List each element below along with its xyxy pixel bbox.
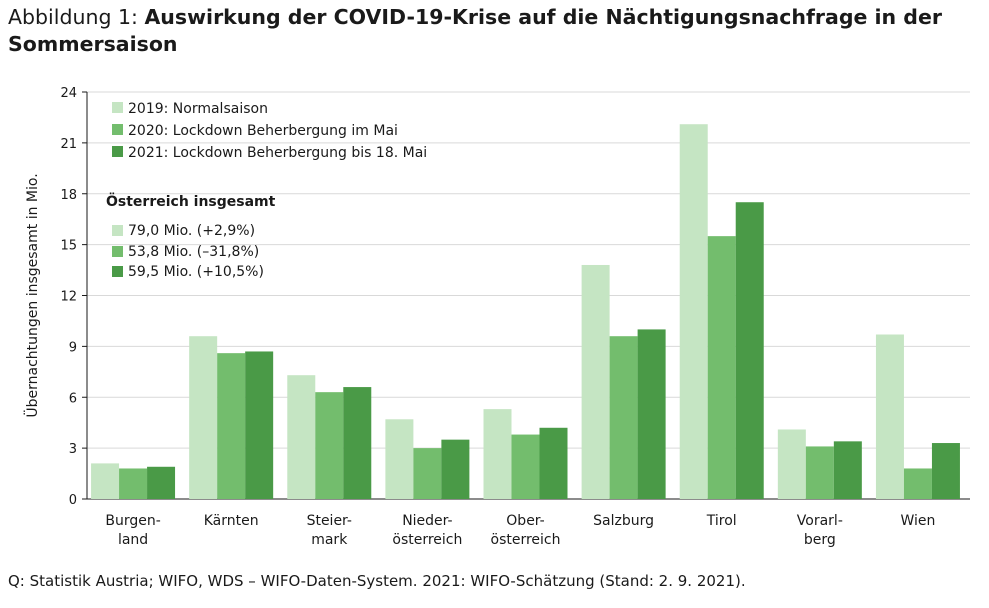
- x-tick-label: mark: [311, 532, 348, 548]
- y-tick-label: 21: [60, 137, 77, 152]
- bar-2: [707, 236, 736, 500]
- bar-1: [189, 336, 218, 499]
- bar-2: [217, 353, 246, 499]
- bar-3: [441, 439, 470, 499]
- bar-3: [147, 466, 176, 499]
- totals-heading: Österreich insgesamt: [106, 192, 276, 210]
- x-tick-label: berg: [804, 532, 836, 548]
- bar-3: [735, 202, 764, 499]
- bar-3: [539, 427, 568, 499]
- y-tick-label: 24: [60, 86, 77, 101]
- x-tick-label: österreich: [392, 532, 462, 548]
- bar-2: [609, 336, 638, 499]
- y-tick-label: 3: [69, 442, 77, 457]
- bar-2: [315, 392, 344, 499]
- bar-3: [245, 351, 274, 499]
- y-tick-label: 18: [60, 188, 77, 203]
- x-tick-label: Vorarl-: [797, 513, 843, 529]
- x-tick-label: Nieder-: [402, 513, 452, 529]
- bar-1: [385, 419, 414, 499]
- legend-swatch: [112, 146, 123, 157]
- x-tick-label: land: [118, 532, 148, 548]
- x-tick-label: Kärnten: [204, 513, 259, 529]
- bar-2: [413, 448, 442, 499]
- y-axis-label: Übernachtungen insgesamt in Mio.: [23, 173, 41, 417]
- bar-1: [777, 429, 806, 499]
- x-tick-label: Steier-: [307, 513, 352, 529]
- source-note: Q: Statistik Austria; WIFO, WDS – WIFO-D…: [8, 572, 746, 590]
- bar-1: [483, 409, 512, 499]
- chart-title: Abbildung 1: Auswirkung der COVID-19-Kri…: [8, 4, 968, 58]
- totals-swatch: [112, 266, 123, 277]
- x-tick-label: Tirol: [706, 513, 737, 529]
- totals-value: 79,0 Mio. (+2,9%): [128, 223, 255, 239]
- x-tick-label: Wien: [900, 513, 935, 529]
- y-tick-label: 15: [60, 239, 77, 254]
- bar-1: [875, 334, 904, 499]
- totals-value: 59,5 Mio. (+10,5%): [128, 264, 264, 280]
- legend-swatch: [112, 102, 123, 113]
- legend-swatch: [112, 124, 123, 135]
- bar-1: [679, 124, 708, 500]
- x-tick-label: Burgen-: [105, 513, 160, 529]
- chart-title-text: Auswirkung der COVID-19-Krise auf die Nä…: [8, 5, 942, 56]
- bar-2: [511, 434, 540, 499]
- totals-value: 53,8 Mio. (–31,8%): [128, 244, 259, 260]
- totals-swatch: [112, 246, 123, 257]
- bar-1: [287, 375, 316, 499]
- legend-label: 2019: Normalsaison: [128, 101, 268, 117]
- y-tick-label: 9: [69, 340, 77, 355]
- figure-number: Abbildung 1:: [8, 5, 145, 29]
- legend-label: 2020: Lockdown Beherbergung im Mai: [128, 123, 398, 139]
- bar-3: [343, 387, 372, 499]
- totals-swatch: [112, 225, 123, 236]
- bar-1: [91, 463, 120, 499]
- bar-3: [833, 441, 862, 499]
- bar-2: [805, 446, 834, 499]
- y-tick-label: 12: [60, 290, 77, 305]
- x-tick-label: Ober-: [506, 513, 544, 529]
- bar-2: [903, 468, 932, 499]
- x-tick-label: Salzburg: [593, 513, 654, 529]
- legend-label: 2021: Lockdown Beherbergung bis 18. Mai: [128, 145, 427, 161]
- x-tick-label: österreich: [491, 532, 561, 548]
- bar-3: [637, 329, 666, 499]
- y-tick-label: 0: [69, 493, 77, 508]
- y-tick-label: 6: [69, 391, 77, 406]
- bar-1: [581, 264, 610, 499]
- bar-3: [931, 443, 960, 499]
- bar-2: [119, 468, 148, 499]
